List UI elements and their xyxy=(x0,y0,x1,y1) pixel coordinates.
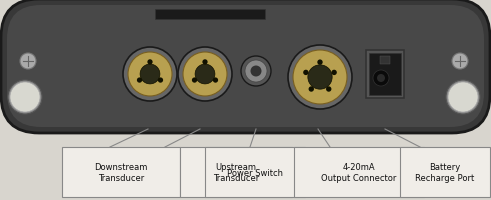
Circle shape xyxy=(158,78,163,83)
Circle shape xyxy=(195,65,215,84)
Circle shape xyxy=(140,65,160,84)
Circle shape xyxy=(317,60,323,66)
Circle shape xyxy=(20,54,36,70)
Circle shape xyxy=(213,78,218,83)
Circle shape xyxy=(10,83,40,112)
Text: Battery
Recharge Port: Battery Recharge Port xyxy=(415,162,475,182)
FancyBboxPatch shape xyxy=(7,6,484,127)
Circle shape xyxy=(293,51,347,104)
Text: Upstream
Transducer: Upstream Transducer xyxy=(213,162,259,182)
Circle shape xyxy=(192,78,197,83)
Bar xyxy=(155,10,265,20)
Circle shape xyxy=(452,54,468,70)
Circle shape xyxy=(308,87,314,92)
Bar xyxy=(180,147,292,197)
Circle shape xyxy=(373,71,389,87)
Circle shape xyxy=(303,70,308,76)
Circle shape xyxy=(326,87,331,92)
Circle shape xyxy=(446,81,480,114)
Circle shape xyxy=(137,78,142,83)
Circle shape xyxy=(8,81,42,114)
Circle shape xyxy=(128,53,172,97)
Bar xyxy=(294,147,424,197)
Circle shape xyxy=(123,48,177,101)
Text: 4-20mA
Output Connector: 4-20mA Output Connector xyxy=(321,162,397,182)
Bar xyxy=(62,147,180,197)
Circle shape xyxy=(377,75,385,83)
Circle shape xyxy=(308,66,332,90)
Circle shape xyxy=(245,61,267,83)
Text: Power Switch: Power Switch xyxy=(227,168,283,177)
Text: Downstream
Transducer: Downstream Transducer xyxy=(94,162,148,182)
Circle shape xyxy=(241,57,271,87)
Circle shape xyxy=(183,53,227,97)
Bar xyxy=(205,147,305,197)
FancyBboxPatch shape xyxy=(1,0,490,133)
Circle shape xyxy=(178,48,232,101)
Bar xyxy=(400,147,490,197)
Bar xyxy=(369,54,401,96)
Circle shape xyxy=(288,46,352,109)
Circle shape xyxy=(250,66,262,77)
Circle shape xyxy=(202,60,208,65)
Circle shape xyxy=(147,60,153,65)
Bar xyxy=(380,57,390,65)
Circle shape xyxy=(331,70,337,76)
Bar xyxy=(366,51,404,99)
Circle shape xyxy=(448,83,478,112)
